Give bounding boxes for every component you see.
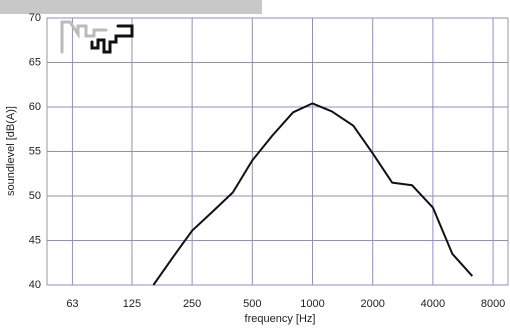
x-tick-label: 500	[243, 298, 261, 310]
y-tick-label: 45	[29, 234, 41, 246]
grid	[47, 17, 508, 286]
x-tick-label: 8000	[481, 298, 505, 310]
y-tick-label: 55	[29, 145, 41, 157]
logo	[60, 20, 134, 54]
y-tick-label: 50	[29, 190, 41, 202]
y-tick-label: 70	[29, 12, 41, 24]
x-tick-label: 2000	[360, 298, 384, 310]
header-bar	[0, 0, 262, 14]
plot-layer	[152, 102, 474, 286]
y-tick-label: 60	[29, 101, 41, 113]
y-axis-label: soundlevel [dB(A)]	[5, 106, 17, 196]
y-tick-label: 65	[29, 56, 41, 68]
x-axis-label: frequency [Hz]	[245, 313, 316, 325]
data-line	[152, 102, 474, 286]
y-tick-label: 40	[29, 279, 41, 291]
x-tick-label: 1000	[300, 298, 324, 310]
x-tick-label: 250	[183, 298, 201, 310]
x-tick-label: 125	[123, 298, 141, 310]
x-tick-label: 63	[66, 298, 78, 310]
x-tick-label: 4000	[421, 298, 445, 310]
